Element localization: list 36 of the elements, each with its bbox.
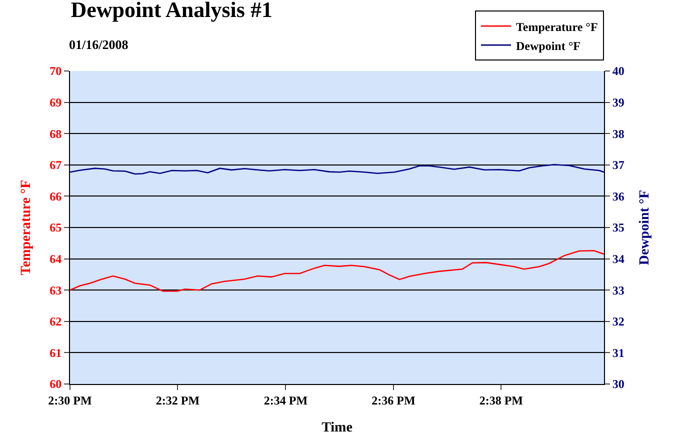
y2-tick-label: 35 [612, 220, 624, 235]
y2-tick-label: 32 [612, 314, 624, 329]
y-tick-label: 66 [50, 189, 62, 204]
y-tick-label: 69 [50, 96, 62, 110]
y2-tick-label: 33 [612, 283, 624, 298]
x-tick-label: 2:32 PM [156, 393, 200, 408]
line-series [70, 250, 604, 292]
y-tick-label: 63 [50, 283, 62, 298]
y-tick-label: 67 [50, 158, 62, 172]
y-tick-label: 65 [50, 220, 62, 235]
chart-subtitle: 01/16/2008 [69, 37, 129, 52]
y2-tick-label: 39 [612, 96, 624, 110]
y2-tick-label: 38 [612, 126, 624, 141]
y-axis-title: Temperature °F [19, 180, 34, 276]
legend-label: Dewpoint °F [516, 38, 580, 53]
y-tick-label: 62 [50, 314, 62, 329]
chart-title: Dewpoint Analysis #1 [70, 0, 272, 22]
x-tick-label: 2:30 PM [48, 393, 92, 408]
y2-tick-label: 30 [612, 377, 624, 392]
y-tick-label: 60 [50, 377, 62, 392]
x-tick-label: 2:36 PM [372, 393, 416, 408]
y2-tick-label: 31 [612, 346, 624, 360]
x-axis-title: Time [322, 420, 352, 436]
y-tick-label: 64 [50, 252, 62, 266]
y2-axis-title: Dewpoint °F [638, 190, 653, 266]
y2-tick-label: 40 [612, 64, 624, 78]
y-tick-label: 61 [50, 346, 62, 360]
y-tick-label: 70 [50, 64, 62, 78]
line-series [70, 164, 604, 175]
y2-tick-label: 36 [612, 189, 624, 204]
x-tick-label: 2:34 PM [264, 393, 308, 408]
y2-tick-label: 34 [612, 252, 624, 266]
y-tick-label: 68 [50, 126, 62, 141]
x-tick-label: 2:38 PM [479, 393, 523, 408]
legend-label: Temperature °F [516, 20, 598, 34]
y2-tick-label: 37 [612, 158, 624, 172]
